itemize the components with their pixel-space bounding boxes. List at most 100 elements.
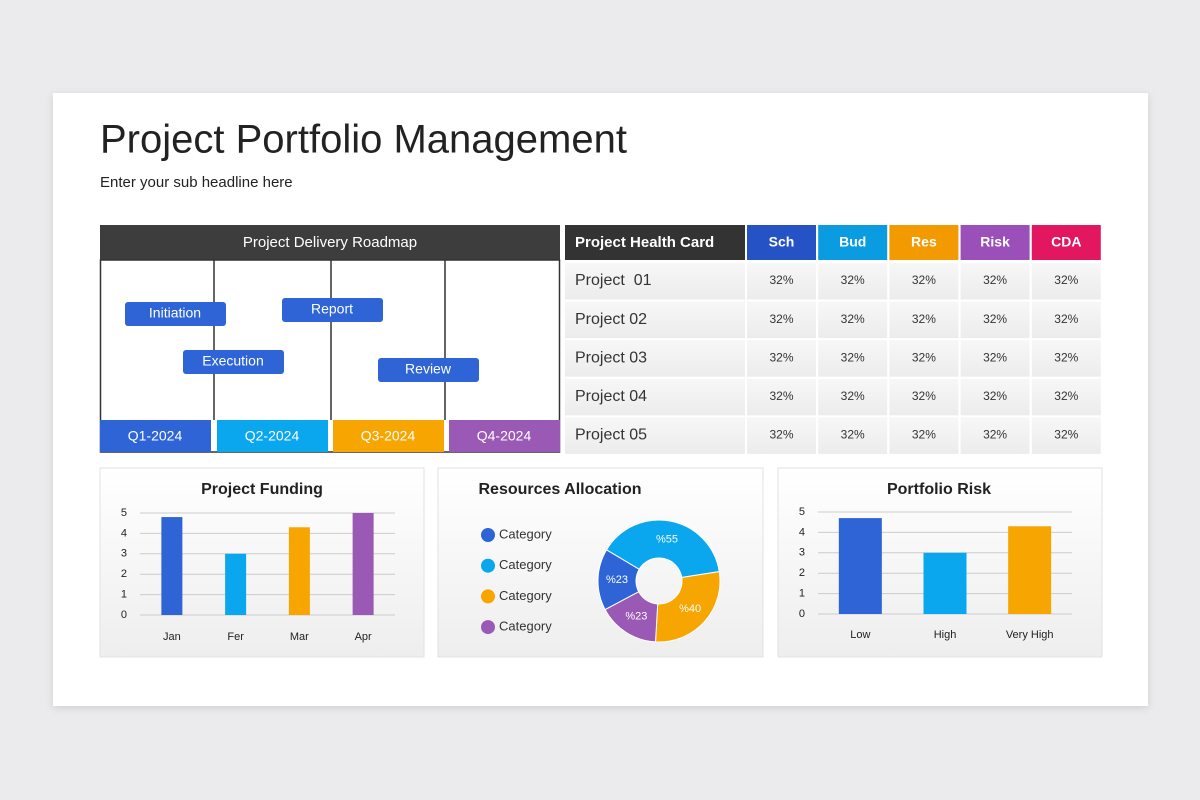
health-row-name: Project 01 (575, 272, 652, 289)
y-tick-label: 1 (799, 588, 805, 600)
title: Project Portfolio Management (100, 118, 627, 162)
y-tick-label: 0 (121, 609, 127, 621)
health-cell-value: 32% (769, 312, 793, 326)
chart-title: Project Funding (201, 481, 323, 498)
health-cell (747, 340, 816, 377)
y-tick-label: 1 (121, 589, 127, 601)
legend-label: Category (499, 619, 552, 634)
task-bar (378, 358, 479, 382)
x-tick-label: Jan (163, 631, 181, 643)
legend-swatch (481, 589, 495, 604)
bar (923, 552, 967, 614)
health-cell-value: 32% (912, 428, 936, 442)
health-cell (747, 378, 816, 416)
bar (288, 527, 310, 615)
x-tick-label: Fer (227, 631, 244, 643)
health-row-name-cell (565, 301, 745, 339)
y-tick-label: 4 (799, 526, 805, 538)
health-cell (1031, 417, 1101, 454)
health-row-name-cell (565, 263, 745, 300)
y-tick-label: 5 (799, 506, 805, 518)
y-tick-label: 3 (121, 548, 127, 560)
legend-label: Category (499, 588, 552, 603)
roadmap-header (100, 225, 560, 260)
health-cell-value: 32% (841, 312, 865, 326)
x-tick-label: Mar (290, 631, 309, 643)
health-row-name: Project 03 (575, 349, 647, 366)
y-tick-label: 4 (121, 527, 127, 539)
health-cell (818, 378, 888, 416)
health-cell (1031, 301, 1101, 339)
health-column-label: CDA (1051, 234, 1081, 250)
quarter-label: Q2-2024 (245, 428, 300, 444)
health-cell-value: 32% (1054, 273, 1078, 287)
pie-slice (604, 591, 659, 643)
quarter-bar (449, 420, 560, 452)
health-cell-value: 32% (841, 273, 865, 287)
task-label: Review (405, 361, 452, 377)
y-tick-label: 5 (121, 507, 127, 519)
health-cell-value: 32% (912, 350, 936, 364)
health-cell (818, 340, 888, 377)
health-column-header (1031, 225, 1101, 260)
quarter-bar (217, 420, 328, 452)
health-cell-value: 32% (983, 428, 1007, 442)
slice-label: %40 (679, 603, 701, 615)
health-column-header (889, 225, 959, 260)
health-column-header (818, 225, 888, 260)
health-cell-value: 32% (841, 389, 865, 403)
slice-label: %23 (606, 574, 628, 586)
slice-label: %55 (656, 534, 678, 546)
health-cell-value: 32% (912, 273, 936, 287)
health-cell (960, 378, 1030, 416)
legend-swatch (481, 558, 495, 573)
quarter-label: Q4-2024 (477, 428, 532, 444)
legend-swatch (481, 528, 495, 542)
health-cell (1031, 263, 1101, 300)
health-row-name-cell (565, 340, 745, 377)
health-cell (960, 301, 1030, 339)
health-cell-value: 32% (1054, 428, 1078, 442)
task-label: Report (311, 301, 353, 317)
quarter-bar (100, 420, 211, 452)
health-cell (1031, 378, 1101, 416)
slice-label: %23 (625, 610, 647, 622)
health-cell-value: 32% (912, 389, 936, 403)
health-cell-value: 32% (983, 389, 1007, 403)
chart-title: Resources Allocation (478, 481, 641, 498)
health-cell-value: 32% (912, 312, 936, 326)
x-tick-label: Very High (1006, 629, 1054, 641)
health-cell-value: 32% (769, 350, 793, 364)
health-cell (960, 417, 1030, 454)
y-tick-label: 0 (799, 608, 805, 620)
health-cell (747, 301, 816, 339)
health-cell (889, 301, 959, 339)
y-tick-label: 2 (799, 567, 805, 579)
bar (838, 518, 882, 614)
health-cell (889, 417, 959, 454)
quarter-bar (333, 420, 444, 452)
task-label: Initiation (149, 305, 201, 321)
health-row-name-cell (565, 378, 745, 416)
task-label: Execution (202, 353, 263, 369)
health-cell (747, 263, 816, 300)
health-row-name: Project 05 (575, 427, 647, 444)
pie-slice (654, 571, 721, 643)
chart-title: Portfolio Risk (887, 481, 991, 498)
roadmap-title: Project Delivery Roadmap (243, 234, 417, 251)
health-cell-value: 32% (983, 312, 1007, 326)
health-column-label: Risk (980, 234, 1010, 250)
pie-slice (605, 519, 720, 579)
health-column-label: Sch (769, 234, 795, 250)
subtitle: Enter your sub headline here (100, 174, 293, 191)
health-cell (960, 263, 1030, 300)
x-tick-label: High (934, 629, 957, 641)
legend-label: Category (499, 557, 552, 572)
health-cell-value: 32% (1054, 312, 1078, 326)
health-row-name: Project 04 (575, 388, 647, 405)
x-tick-label: Low (850, 629, 870, 641)
bar (1008, 526, 1052, 614)
health-cell (889, 378, 959, 416)
